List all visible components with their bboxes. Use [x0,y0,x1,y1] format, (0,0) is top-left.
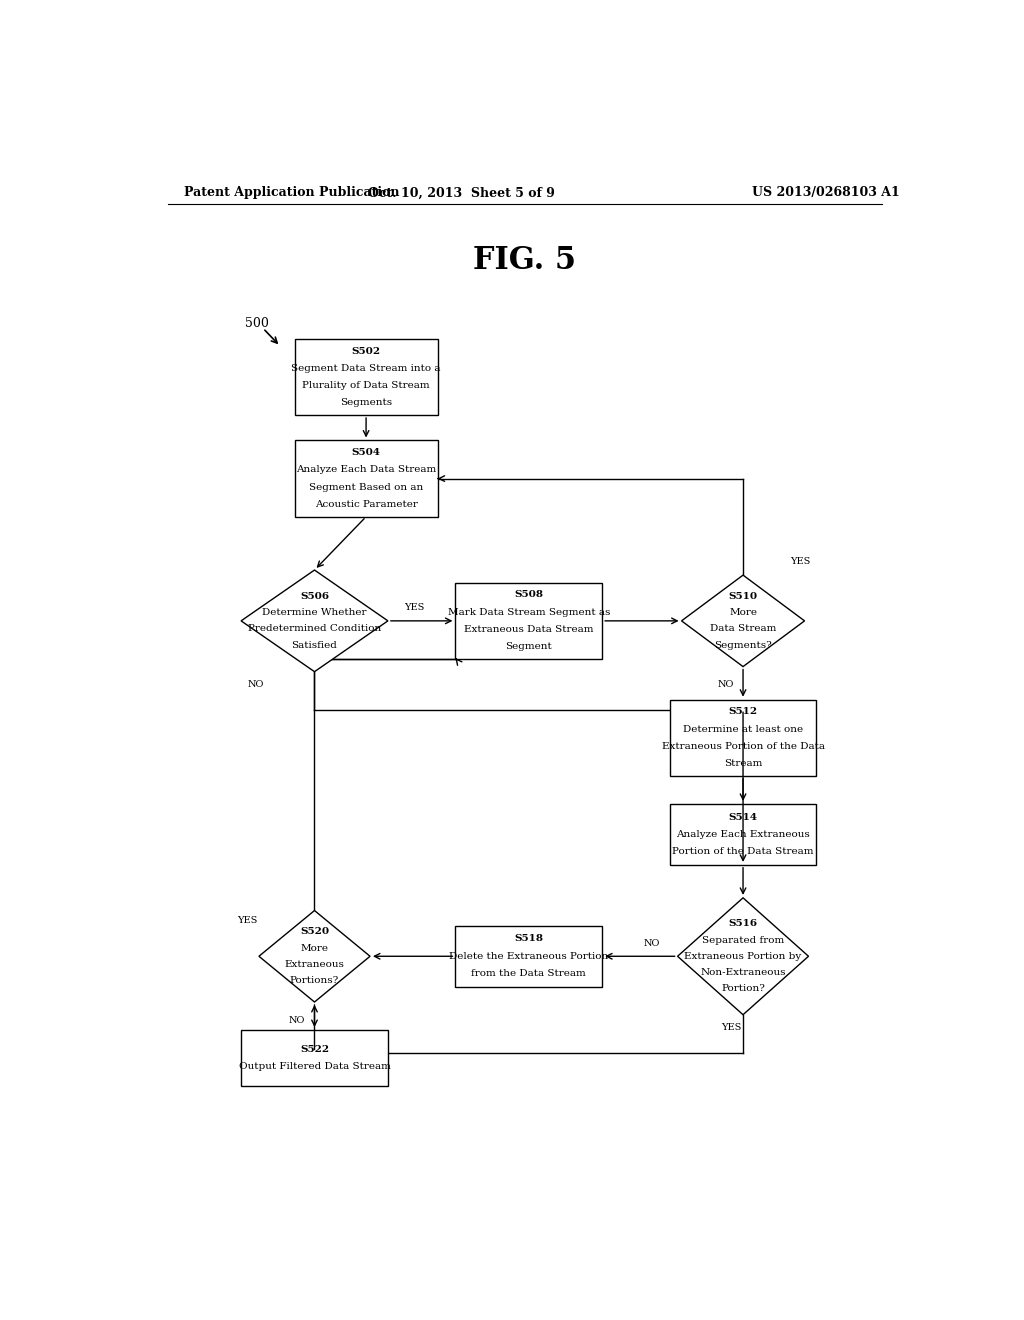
Text: Delete the Extraneous Portion: Delete the Extraneous Portion [450,952,608,961]
Text: Segments: Segments [340,399,392,408]
Text: Plurality of Data Stream: Plurality of Data Stream [302,381,430,391]
Text: US 2013/0268103 A1: US 2013/0268103 A1 [753,186,900,199]
Text: NO: NO [718,680,734,689]
Text: S502: S502 [351,347,381,355]
Text: FIG. 5: FIG. 5 [473,244,577,276]
Text: Non-Extraneous: Non-Extraneous [700,968,785,977]
Text: Analyze Each Data Stream: Analyze Each Data Stream [296,466,436,474]
Text: Analyze Each Extraneous: Analyze Each Extraneous [676,830,810,838]
Text: S522: S522 [300,1044,329,1053]
Text: Separated from: Separated from [701,936,784,945]
Polygon shape [682,576,805,667]
Text: NO: NO [643,939,659,948]
Text: Extraneous: Extraneous [285,960,344,969]
Text: S508: S508 [514,590,544,599]
Text: S512: S512 [728,708,758,717]
Text: Segment Based on an: Segment Based on an [309,483,423,492]
Text: S514: S514 [728,813,758,821]
FancyBboxPatch shape [456,925,602,987]
Text: Acoustic Parameter: Acoustic Parameter [314,500,418,510]
FancyBboxPatch shape [670,804,816,865]
Polygon shape [241,570,388,672]
Text: Extraneous Data Stream: Extraneous Data Stream [464,624,594,634]
Text: Extraneous Portion by: Extraneous Portion by [684,952,802,961]
FancyBboxPatch shape [295,441,437,516]
Text: Predetermined Condition: Predetermined Condition [248,624,381,634]
Polygon shape [678,898,809,1015]
Text: Mark Data Stream Segment as: Mark Data Stream Segment as [447,607,610,616]
Text: YES: YES [721,1023,741,1032]
Text: Determine at least one: Determine at least one [683,725,803,734]
Text: Output Filtered Data Stream: Output Filtered Data Stream [239,1063,390,1071]
Text: 500: 500 [246,317,269,330]
Text: More: More [300,944,329,953]
Text: NO: NO [289,1016,305,1024]
Text: Segment Data Stream into a: Segment Data Stream into a [292,364,440,372]
Text: YES: YES [403,603,424,612]
FancyBboxPatch shape [456,582,602,659]
FancyBboxPatch shape [295,339,437,414]
Text: Patent Application Publication: Patent Application Publication [183,186,399,199]
Text: Determine Whether: Determine Whether [262,609,367,618]
Text: Portion of the Data Stream: Portion of the Data Stream [673,847,814,857]
Text: Portion?: Portion? [721,985,765,993]
Text: More: More [729,609,757,618]
Text: S518: S518 [514,935,544,944]
Text: NO: NO [247,680,263,689]
Text: S506: S506 [300,591,329,601]
Text: Satisfied: Satisfied [292,640,338,649]
Text: Segment: Segment [506,643,552,651]
Text: YES: YES [237,916,257,925]
Text: Oct. 10, 2013  Sheet 5 of 9: Oct. 10, 2013 Sheet 5 of 9 [368,186,555,199]
Polygon shape [259,911,370,1002]
Text: S510: S510 [728,591,758,601]
Text: YES: YES [791,557,811,566]
Text: Portions?: Portions? [290,977,339,985]
FancyBboxPatch shape [241,1030,388,1086]
Text: Data Stream: Data Stream [710,624,776,634]
Text: Stream: Stream [724,759,762,768]
FancyBboxPatch shape [670,700,816,776]
Text: S504: S504 [351,449,381,457]
Text: Segments?: Segments? [714,640,772,649]
Text: S520: S520 [300,928,329,936]
Text: S516: S516 [728,919,758,928]
Text: from the Data Stream: from the Data Stream [471,969,586,978]
Text: Extraneous Portion of the Data: Extraneous Portion of the Data [662,742,824,751]
